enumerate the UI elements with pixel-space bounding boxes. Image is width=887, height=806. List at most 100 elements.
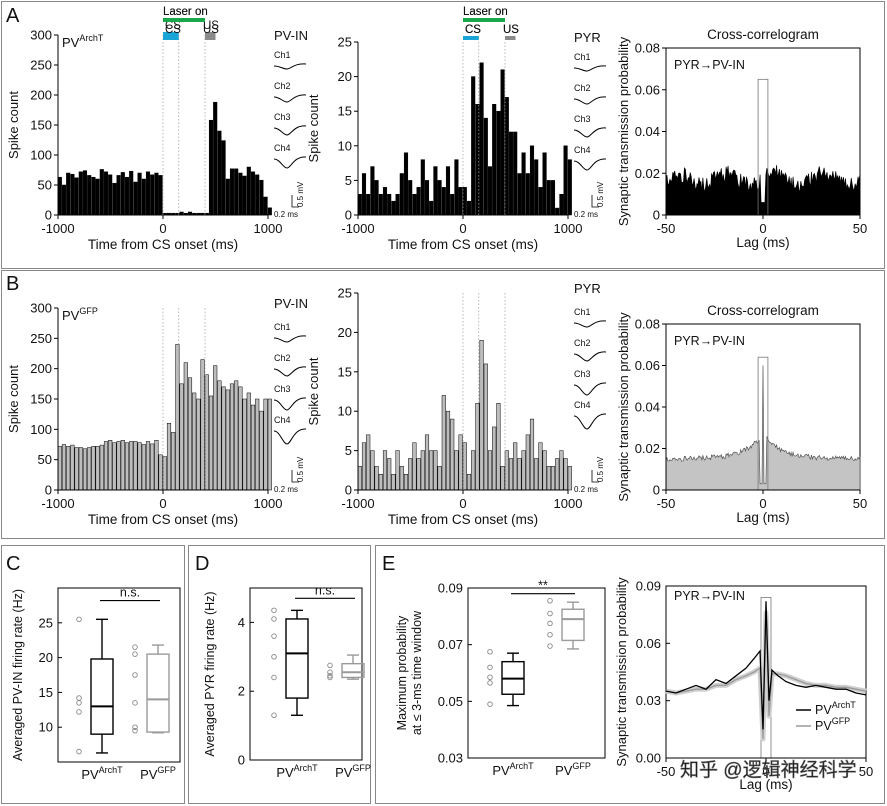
d-data-point [327,669,333,676]
panel-label-a: A [6,5,20,27]
a-pyr-bar [525,173,530,216]
b-pyr-bar [416,458,421,491]
a-pyr-bar [567,159,572,216]
a-pvin-genotype-label: PVArchT [62,33,104,50]
a-pvin-bar [217,130,222,216]
a-pvin-x-tick-label: 0 [159,221,166,236]
a-pyr-y-tick-label: 25 [338,35,352,50]
d-y-label: Averaged PYR firing rate (Hz) [203,591,217,756]
b-pvin-y-tick-label: 250 [30,331,52,346]
b-pyr-event-bar [463,18,505,22]
b-pvin-event-label: US [203,24,219,36]
b-pyr-bar [496,403,501,491]
b-pyr-bar [513,442,518,491]
e-ccg-x-tick-label: 0 [762,764,769,779]
a-pyr-bar [366,193,371,216]
a-pvin-bar [267,207,272,216]
panel-b-frame [1,270,885,539]
a-pvin-bar [116,175,121,216]
b-pyr-y-tick-label: 0 [345,483,352,498]
b-pvin-bar [192,392,197,491]
b-pyr-y-tick-label: 5 [345,443,352,458]
e-y-tick-label: 0.07 [438,637,463,652]
b-pyr-bar [504,450,509,491]
d-data-point [271,712,277,719]
b-pyr-waveform [573,320,607,328]
d-group-label: PVArchT [276,763,318,780]
b-pvin-bar [154,440,159,491]
b-pyr-bar [508,458,514,491]
c-data-point [76,748,82,755]
b-pvin-bar [187,377,193,491]
b-pvin-bar [242,398,247,491]
a-pyr-waveform [573,127,607,138]
b-pvin-x-label: Time from CS onset (ms) [88,512,238,527]
b-pvin-x-tick-label: 0 [159,496,166,511]
b-pyr-bar [450,418,455,491]
e-ccg-y-tick-label: 0.03 [636,693,661,708]
a-pyr-unit-label: PYR [574,30,601,45]
b-pvin-bar [213,365,218,491]
a-pyr-bar [412,193,417,216]
b-pyr-bar [374,466,379,491]
b-pvin-bar [103,441,109,491]
b-pyr-bar [361,442,367,491]
b-pvin-bar [150,443,155,491]
b-pvin-channel-label: Ch3 [274,384,291,394]
b-pvin-bar [229,383,235,491]
b-pvin-bar [137,442,142,491]
a-pyr-bar [361,173,367,216]
b-pvin-event-label: Laser on [163,6,208,18]
a-pvin-event-bar [205,32,216,36]
b-pyr-bar [487,450,493,491]
e-significance-label: ** [538,579,548,593]
chart-c-boxplot: 10 15 20 25 Averaged PV-IN firing rate (Hz) P… [11,586,181,782]
b-pvin-scale-amp: 0.5 mV [296,456,305,482]
a-pyr-x-label: Time from CS onset (ms) [388,237,538,252]
b-pyr-bar [500,466,505,491]
a-pyr-waveform [573,96,607,105]
b-pyr-bar [399,466,404,491]
a-pvin-bar [103,171,109,216]
a-pyr-y-tick-label: 20 [338,69,352,84]
b-pyr-y-tick-label: 25 [338,286,352,301]
a-pyr-y-tick-label: 5 [345,173,352,188]
a-pvin-bar [242,175,247,216]
b-pvin-scale-bar [291,470,299,483]
b-pyr-bar [429,450,434,491]
b-pyr-bar [370,450,375,491]
b-pyr-bar [441,395,446,491]
b-pyr-bar [529,418,535,491]
c-data-point [76,709,82,715]
b-pyr-scale-amp: 0.5 mV [596,456,605,482]
b-pvin-bar [250,404,256,491]
b-ccg-y-tick-label: 0.08 [635,317,660,332]
a-pvin-bar [263,196,268,216]
a-pyr-bar [487,166,493,216]
b-pvin-waveform [273,366,307,377]
e-ccg-legend-label: PVArchT [815,700,856,717]
b-pyr-y-tick-label: 10 [338,404,352,419]
b-pyr-bar [378,473,383,491]
a-pvin-bar [208,119,214,216]
e-ccg-x-tick-label: 50 [859,764,873,779]
a-pyr-x-tick-label: -1000 [341,221,374,236]
e-data-point [487,674,493,681]
a-pyr-waveform [573,65,607,72]
a-pvin-channel-label: Ch1 [274,50,291,60]
a-pvin-bar [150,174,155,216]
c-data-point [132,724,138,730]
b-pvin-bar [183,362,188,491]
b-pvin-bar [267,398,272,491]
a-ccg-y-tick-label: 0 [653,208,660,223]
b-pvin-scale-time: 0.2 ms [274,485,298,494]
a-pyr-waveform [573,158,607,171]
e-group-label: PVArchT [492,761,534,778]
a-pvin-channel-label: Ch3 [274,112,291,122]
d-y-tick-label: 4 [238,615,245,630]
a-pvin-channel-label: Ch2 [274,81,291,91]
b-pvin-y-tick-label: 50 [38,452,52,467]
a-pyr-bar [534,159,539,216]
b-pvin-bar [108,440,113,491]
b-pyr-bar [391,473,396,491]
